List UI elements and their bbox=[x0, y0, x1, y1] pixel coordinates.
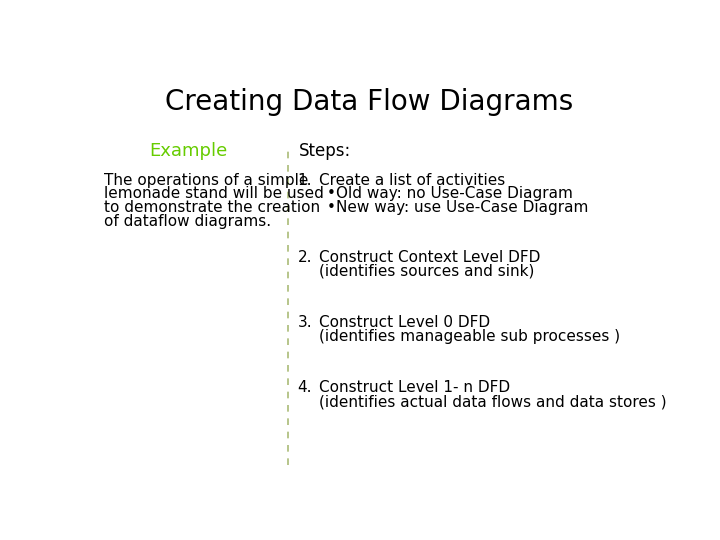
Text: of dataflow diagrams.: of dataflow diagrams. bbox=[104, 214, 271, 229]
Text: to demonstrate the creation: to demonstrate the creation bbox=[104, 200, 320, 215]
Text: Example: Example bbox=[149, 142, 228, 160]
Text: The operations of a simple: The operations of a simple bbox=[104, 173, 308, 187]
Text: 2.: 2. bbox=[297, 249, 312, 265]
Text: Creating Data Flow Diagrams: Creating Data Flow Diagrams bbox=[165, 88, 573, 116]
Text: Create a list of activities: Create a list of activities bbox=[319, 173, 505, 187]
Text: 3.: 3. bbox=[297, 315, 312, 330]
Text: •: • bbox=[326, 186, 336, 201]
Text: (identifies actual data flows and data stores ): (identifies actual data flows and data s… bbox=[319, 394, 666, 409]
Text: Construct Context Level DFD: Construct Context Level DFD bbox=[319, 249, 540, 265]
Text: (identifies manageable sub processes ): (identifies manageable sub processes ) bbox=[319, 329, 620, 344]
Text: Construct Level 0 DFD: Construct Level 0 DFD bbox=[319, 315, 490, 330]
Text: 4.: 4. bbox=[297, 381, 312, 395]
Text: New way: use Use-Case Diagram: New way: use Use-Case Diagram bbox=[336, 200, 589, 215]
Text: lemonade stand will be used: lemonade stand will be used bbox=[104, 186, 324, 201]
Text: 1.: 1. bbox=[297, 173, 312, 187]
Text: Old way: no Use-Case Diagram: Old way: no Use-Case Diagram bbox=[336, 186, 573, 201]
Text: Steps:: Steps: bbox=[300, 142, 351, 160]
Text: •: • bbox=[326, 200, 336, 215]
Text: (identifies sources and sink): (identifies sources and sink) bbox=[319, 264, 534, 279]
Text: Construct Level 1- n DFD: Construct Level 1- n DFD bbox=[319, 381, 510, 395]
